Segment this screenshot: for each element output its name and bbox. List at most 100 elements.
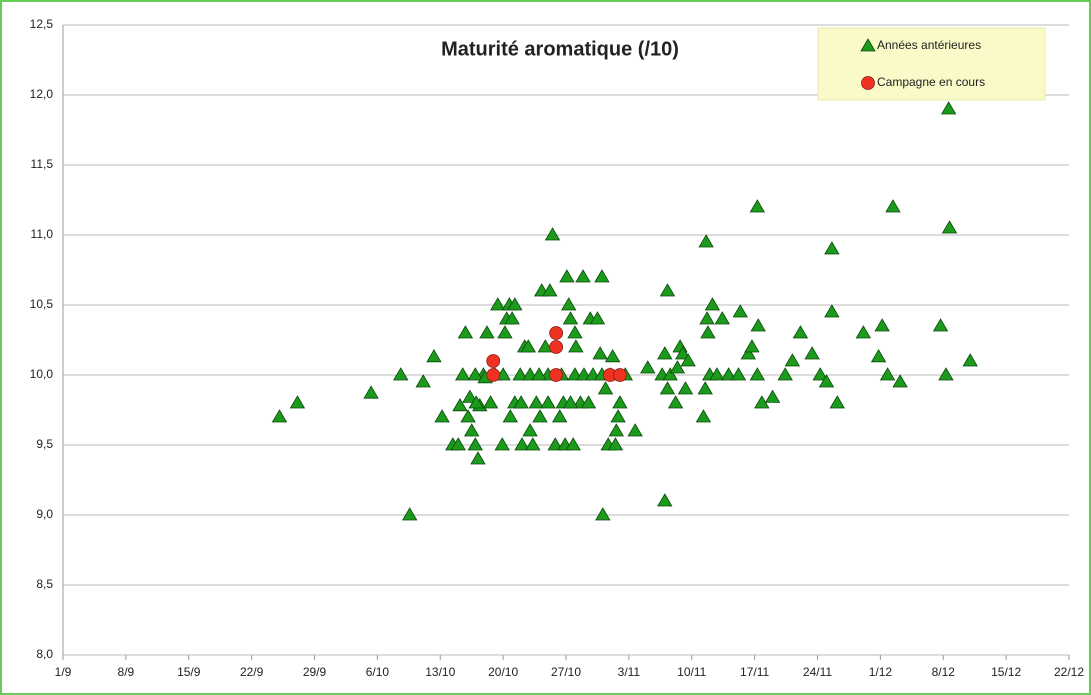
x-tick-label: 15/9 [177, 665, 201, 679]
point [562, 395, 579, 409]
point [568, 339, 584, 353]
point [818, 374, 835, 388]
point [567, 325, 583, 339]
point [460, 409, 476, 423]
x-tick-label: 10/11 [677, 665, 706, 679]
x-tick-label: 22/9 [240, 665, 264, 679]
point [457, 325, 474, 339]
point [450, 437, 466, 451]
point [612, 368, 627, 382]
point [874, 318, 890, 332]
point [627, 423, 643, 437]
point [490, 297, 506, 311]
point [520, 339, 536, 353]
point [426, 349, 442, 363]
point [704, 297, 721, 311]
y-tick-label: 9,0 [36, 507, 53, 521]
point [608, 423, 624, 437]
point [542, 283, 558, 297]
point [669, 360, 686, 374]
point [667, 395, 684, 409]
point [659, 381, 676, 395]
point [504, 311, 520, 325]
x-tick-label: 6/10 [366, 665, 390, 679]
legend-marker [860, 38, 876, 52]
point [870, 349, 887, 363]
point [502, 409, 519, 423]
point [434, 409, 450, 423]
point [592, 346, 608, 360]
y-tick-label: 8,5 [36, 577, 53, 591]
point [749, 367, 766, 381]
point [792, 325, 809, 339]
x-tick-label: 15/12 [991, 665, 1021, 679]
point [662, 367, 678, 381]
point [597, 381, 614, 395]
point [562, 311, 579, 325]
point [700, 325, 716, 339]
point [784, 353, 801, 367]
point [549, 340, 564, 354]
point [699, 311, 715, 325]
point [612, 395, 628, 409]
point [467, 367, 483, 381]
point [714, 311, 730, 325]
point [514, 437, 530, 451]
point [289, 395, 306, 409]
point [750, 318, 766, 332]
point [559, 269, 575, 283]
point [730, 367, 747, 381]
point [463, 423, 480, 437]
y-tick-label: 8,0 [36, 647, 53, 661]
point [470, 451, 486, 465]
point [537, 339, 554, 353]
x-tick-label: 1/12 [869, 665, 893, 679]
x-tick-label: 8/12 [932, 665, 956, 679]
point [744, 339, 760, 353]
point [512, 367, 528, 381]
point [482, 395, 499, 409]
point [575, 269, 591, 283]
point [932, 318, 949, 332]
chart-title: Maturité aromatique (/10) [441, 38, 679, 60]
point [497, 325, 513, 339]
x-tick-label: 1/9 [55, 665, 72, 679]
legend-label: Campagne en cours [877, 75, 985, 89]
point [675, 346, 691, 360]
point [940, 101, 957, 115]
point [677, 381, 694, 395]
point [468, 395, 484, 409]
point [415, 374, 431, 388]
point [462, 389, 478, 403]
point [659, 283, 676, 297]
point [829, 395, 845, 409]
point [824, 304, 840, 318]
point [393, 367, 409, 381]
x-tick-label: 3/11 [618, 665, 641, 679]
point [610, 409, 626, 423]
point [607, 437, 624, 451]
point [594, 269, 610, 283]
point [540, 395, 556, 409]
point [494, 437, 510, 451]
point [532, 409, 548, 423]
point [452, 398, 468, 412]
point [938, 367, 954, 381]
point [941, 220, 958, 234]
point [777, 367, 793, 381]
point [812, 367, 828, 381]
y-tick-label: 11,5 [31, 157, 54, 171]
point [804, 346, 820, 360]
y-tick-label: 12,0 [30, 87, 54, 101]
point [697, 381, 713, 395]
point [892, 374, 908, 388]
point [580, 395, 597, 409]
point [467, 437, 483, 451]
point [962, 353, 978, 367]
point [720, 367, 737, 381]
point [525, 437, 541, 451]
x-tick-label: 20/10 [488, 665, 518, 679]
legend-marker [861, 76, 875, 90]
point [698, 234, 714, 248]
